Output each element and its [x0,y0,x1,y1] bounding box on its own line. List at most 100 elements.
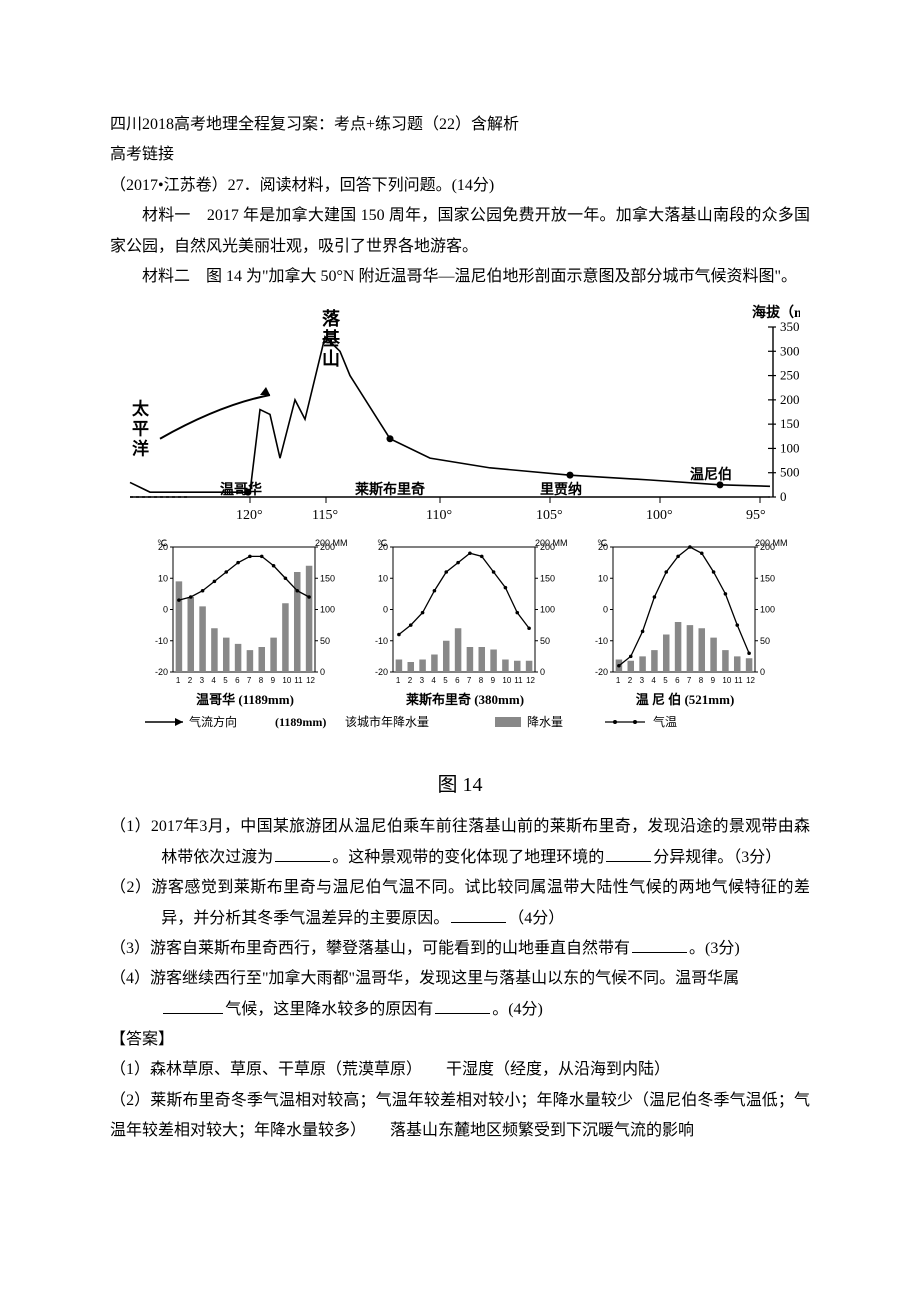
svg-text:温 尼 伯 (521mm): 温 尼 伯 (521mm) [636,692,735,707]
svg-text:3500: 3500 [780,319,800,334]
svg-text:温哥华 (1189mm): 温哥华 (1189mm) [196,692,294,707]
svg-text:95°: 95° [746,508,766,523]
svg-text:6: 6 [455,676,460,685]
answer-2: （2）莱斯布里奇冬季气温相对较高；气温年较差相对较小；年降水量较少（温尼伯冬季气… [110,1086,810,1147]
svg-text:10: 10 [502,676,511,685]
svg-text:6: 6 [235,676,240,685]
svg-text:11: 11 [734,676,743,685]
doc-title: 四川2018高考地理全程复习案：考点+练习题（22）含解析 [110,110,810,140]
svg-text:5: 5 [443,676,448,685]
svg-text:太: 太 [132,399,150,419]
svg-text:200 MM: 200 MM [535,538,568,548]
svg-text:100: 100 [540,605,555,615]
svg-text:0: 0 [163,605,168,615]
svg-text:-20: -20 [155,667,168,677]
svg-text:3: 3 [200,676,205,685]
material-2: 材料二 图 14 为"加拿大 50°N 附近温哥华—温尼伯地形剖面示意图及部分城… [110,262,810,292]
figure-caption: 图 14 [110,766,810,804]
svg-text:150: 150 [760,574,775,584]
svg-text:2500: 2500 [780,368,800,383]
svg-text:100: 100 [760,605,775,615]
svg-text:12: 12 [526,676,535,685]
svg-text:℃: ℃ [597,538,607,548]
svg-text:4: 4 [211,676,216,685]
svg-text:10: 10 [158,574,168,584]
question-source: （2017•江苏卷）27．阅读材料，回答下列问题。(14分) [110,171,810,201]
svg-text:100: 100 [320,605,335,615]
svg-text:0: 0 [383,605,388,615]
svg-text:山: 山 [322,349,340,369]
q3-text-a: （3）游客自莱斯布里奇西行，攀登落基山，可能看到的山地垂直自然带有 [110,940,630,957]
svg-text:500: 500 [780,465,800,480]
blank [163,997,223,1014]
q4-text-a: （4）游客继续西行至"加拿大雨都"温哥华，发现这里与落基山以东的气候不同。温哥华… [110,970,739,987]
svg-text:里贾纳: 里贾纳 [540,481,582,498]
svg-text:降水量: 降水量 [527,715,563,729]
svg-text:0: 0 [760,667,765,677]
svg-text:0: 0 [540,667,545,677]
material-1: 材料一 2017 年是加拿大建国 150 周年，国家公园免费开放一年。加拿大落基… [110,201,810,262]
svg-text:2000: 2000 [780,392,800,407]
svg-text:1: 1 [396,676,401,685]
blank [435,997,490,1014]
svg-text:200 MM: 200 MM [315,538,348,548]
q2-text-b: （4分） [508,910,564,927]
svg-text:8: 8 [699,676,704,685]
svg-text:10: 10 [722,676,731,685]
svg-text:7: 7 [467,676,472,685]
svg-text:100°: 100° [646,508,673,523]
svg-text:1000: 1000 [780,441,800,456]
svg-text:0: 0 [780,489,787,504]
svg-text:50: 50 [760,636,770,646]
svg-text:莱斯布里奇 (380mm): 莱斯布里奇 (380mm) [406,692,524,707]
svg-text:10: 10 [598,574,608,584]
svg-text:-10: -10 [595,636,608,646]
q4-text-b: 气候，这里降水较多的原因有 [225,1001,433,1018]
q1-text-c: 分异规律。（3分） [653,849,781,866]
figure-14: 0500100015002000250030003500海拔（m）落基山太平洋温… [110,302,810,762]
svg-text:12: 12 [306,676,315,685]
blank [632,936,687,953]
svg-text:℃: ℃ [157,538,167,548]
svg-text:8: 8 [259,676,264,685]
svg-text:基: 基 [321,328,341,349]
svg-text:5: 5 [663,676,668,685]
svg-text:气流方向: 气流方向 [189,714,237,729]
svg-text:4: 4 [651,676,656,685]
svg-text:8: 8 [479,676,484,685]
answer-1: （1）森林草原、草原、干草原（荒漠草原） 干湿度（经度，从沿海到内陆） [110,1055,810,1085]
svg-text:5: 5 [223,676,228,685]
svg-text:1: 1 [176,676,181,685]
blank [275,845,330,862]
svg-text:气温: 气温 [653,714,677,729]
svg-text:105°: 105° [536,508,563,523]
svg-text:11: 11 [294,676,303,685]
svg-text:150: 150 [320,574,335,584]
svg-text:3: 3 [640,676,645,685]
svg-text:200 MM: 200 MM [755,538,788,548]
svg-text:海拔（m）: 海拔（m） [752,304,800,321]
doc-subtitle: 高考链接 [110,140,810,170]
sub-question-4: （4）游客继续西行至"加拿大雨都"温哥华，发现这里与落基山以东的气候不同。温哥华… [110,964,810,994]
svg-text:-10: -10 [155,636,168,646]
q1-text-b: 。这种景观带的变化体现了地理环境的 [332,849,604,866]
svg-text:2: 2 [188,676,193,685]
svg-text:0: 0 [603,605,608,615]
svg-text:11: 11 [514,676,523,685]
svg-text:1: 1 [616,676,621,685]
sub-question-4-cont: 气候，这里降水较多的原因有 。(4分) [110,995,810,1025]
svg-text:50: 50 [540,636,550,646]
sub-question-3: （3）游客自莱斯布里奇西行，攀登落基山，可能看到的山地垂直自然带有。(3分) [110,934,810,964]
svg-text:10: 10 [282,676,291,685]
svg-text:落: 落 [322,309,341,329]
svg-text:-10: -10 [375,636,388,646]
svg-text:9: 9 [491,676,496,685]
svg-text:150: 150 [540,574,555,584]
svg-text:平: 平 [132,420,149,439]
svg-text:(1189mm): (1189mm) [275,715,326,729]
svg-text:3000: 3000 [780,344,800,359]
q4-text-c: 。(4分) [492,1001,543,1018]
sub-question-1: （1）2017年3月，中国某旅游团从温尼伯乘车前往落基山前的莱斯布里奇，发现沿途… [110,812,810,873]
svg-text:莱斯布里奇: 莱斯布里奇 [355,481,425,498]
svg-text:3: 3 [420,676,425,685]
